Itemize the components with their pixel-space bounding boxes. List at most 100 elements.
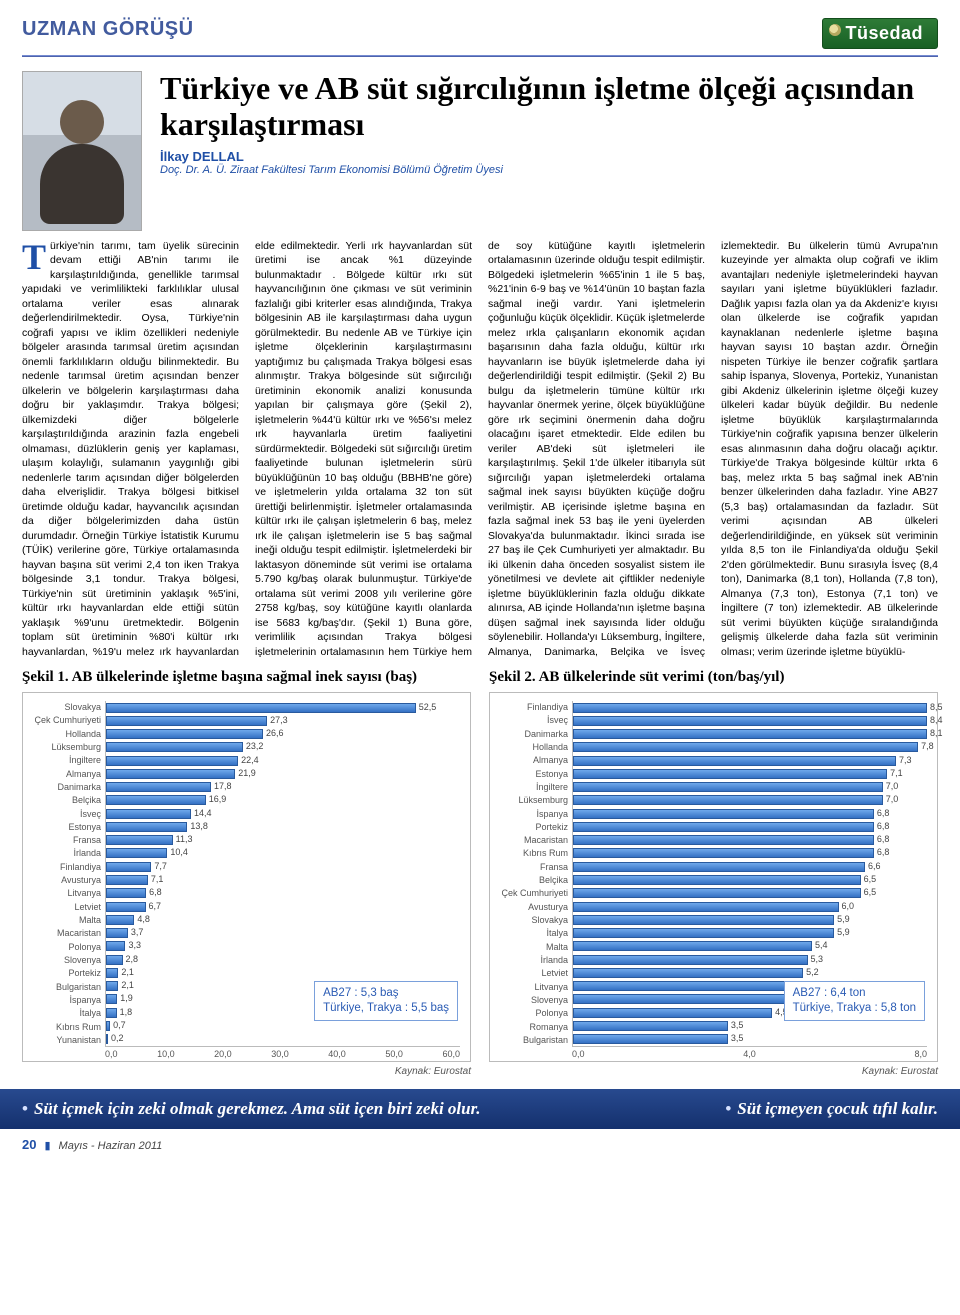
bar-value: 16,9 [209,794,227,804]
bar-row: 6,8 [106,887,460,900]
bar-value: 0,7 [113,1020,126,1030]
bar: 26,6 [106,729,263,739]
chart1-xaxis: 0,010,020,030,040,050,060,0 [105,1049,460,1059]
bar-row: 14,4 [106,807,460,820]
chart1-ylabels: SlovakyaÇek CumhuriyetiHollandaLüksembur… [33,701,105,1047]
bar-row: 2,8 [106,953,460,966]
section-tag: UZMAN GÖRÜŞÜ [22,18,194,41]
bar-row: 27,3 [106,714,460,727]
bar-value: 7,3 [899,755,912,765]
bar-value: 6,8 [877,821,890,831]
bar-row: 13,8 [106,820,460,833]
bar-row: 21,9 [106,767,460,780]
bar: 2,8 [106,955,123,965]
bar-value: 5,4 [815,940,828,950]
bar: 23,2 [106,742,243,752]
chart-y-label: Macaristan [500,834,568,847]
bar-value: 7,0 [886,794,899,804]
chart2-xaxis: 0,04,08,0 [572,1049,927,1059]
bar: 8,5 [573,703,927,713]
chart-y-label: Romanya [500,1021,568,1034]
bar: 3,5 [573,1021,728,1031]
bar-value: 2,1 [121,967,134,977]
bar: 6,8 [573,822,874,832]
bar: 14,4 [106,809,191,819]
bar-row: 6,5 [573,887,927,900]
chart-y-label: Portekiz [500,821,568,834]
chart-y-label: Litvanya [500,981,568,994]
bar-value: 0,2 [111,1033,124,1043]
bar-row: 52,5 [106,701,460,714]
chart-y-label: Malta [500,941,568,954]
chart1-callout: AB27 : 5,3 baş Türkiye, Trakya : 5,5 baş [314,981,458,1021]
chart-y-label: Belçika [33,794,101,807]
chart-y-label: Polonya [500,1007,568,1020]
bar-row: 3,3 [106,940,460,953]
bar-row: 6,7 [106,900,460,913]
chart-x-tick: 8,0 [914,1049,927,1059]
chart2-callout-l1: AB27 : 6,4 ton [793,986,916,1001]
chart2-ylabels: FinlandiyaİsveçDanimarkaHollandaAlmanyaE… [500,701,572,1047]
bar: 1,8 [106,1008,117,1018]
chart-y-label: Fransa [500,861,568,874]
top-rule [22,55,938,57]
lede-block: Türkiye ve AB süt sığırcılığının işletme… [22,71,938,231]
bar: 17,8 [106,782,211,792]
bar-row: 7,7 [106,860,460,873]
folio-mark: ▮ [44,1139,50,1152]
bar: 21,9 [106,769,235,779]
folio: 20 ▮ Mayıs - Haziran 2011 [22,1137,938,1152]
chart-y-label: İtalya [500,927,568,940]
bar-row: 5,2 [573,966,927,979]
bar: 11,3 [106,835,173,845]
bar-row: 5,4 [573,940,927,953]
chart-y-label: İspanya [33,994,101,1007]
bar-value: 8,4 [930,715,943,725]
bar-value: 17,8 [214,781,232,791]
chart-y-label: Lüksemburg [33,741,101,754]
chart-y-label: İspanya [500,808,568,821]
bar-value: 3,7 [131,927,144,937]
chart-y-label: Hollanda [500,741,568,754]
chart-y-label: Finlandiya [33,861,101,874]
chart-y-label: Almanya [500,754,568,767]
bar-row: 8,4 [573,714,927,727]
bar-value: 5,2 [806,967,819,977]
bar-value: 5,9 [837,927,850,937]
bar: 6,8 [573,809,874,819]
chart-y-label: Çek Cumhuriyeti [500,887,568,900]
bar-row: 6,5 [573,874,927,887]
bar-row: 6,8 [573,820,927,833]
footer-quote-right: •Süt içmeyen çocuk tıfıl kalır. [725,1099,938,1119]
bar-value: 7,0 [886,781,899,791]
bar: 7,1 [106,875,148,885]
bar: 7,7 [106,862,151,872]
bar: 5,4 [573,941,812,951]
bar: 7,0 [573,782,883,792]
author-name: İlkay DELLAL [160,149,938,164]
footer-right-text: Süt içmeyen çocuk tıfıl kalır. [737,1099,938,1118]
chart-y-label: Kıbrıs Rum [500,847,568,860]
bar-value: 6,8 [877,847,890,857]
bar-row: 3,7 [106,927,460,940]
bar: 5,9 [573,928,834,938]
chart-y-label: Bulgaristan [500,1034,568,1047]
bar: 5,1 [573,981,799,991]
bar-value: 5,3 [811,954,824,964]
bar-row: 6,8 [573,847,927,860]
bar-value: 3,5 [731,1033,744,1043]
chart1-callout-l1: AB27 : 5,3 baş [323,986,449,1001]
chart2-callout: AB27 : 6,4 ton Türkiye, Trakya : 5,8 ton [784,981,925,1021]
chart-y-label: Avusturya [500,901,568,914]
bar-value: 1,8 [120,1007,133,1017]
bar-value: 14,4 [194,808,212,818]
bar: 1,9 [106,994,117,1004]
chart-x-tick: 20,0 [214,1049,232,1059]
bar: 5,2 [573,968,803,978]
chart-y-label: Danimarka [33,781,101,794]
bar-row: 3,5 [573,1019,927,1032]
bar-row: 7,1 [573,767,927,780]
bar-row: 6,8 [573,834,927,847]
bar-row: 7,0 [573,781,927,794]
bar-row: 7,8 [573,741,927,754]
